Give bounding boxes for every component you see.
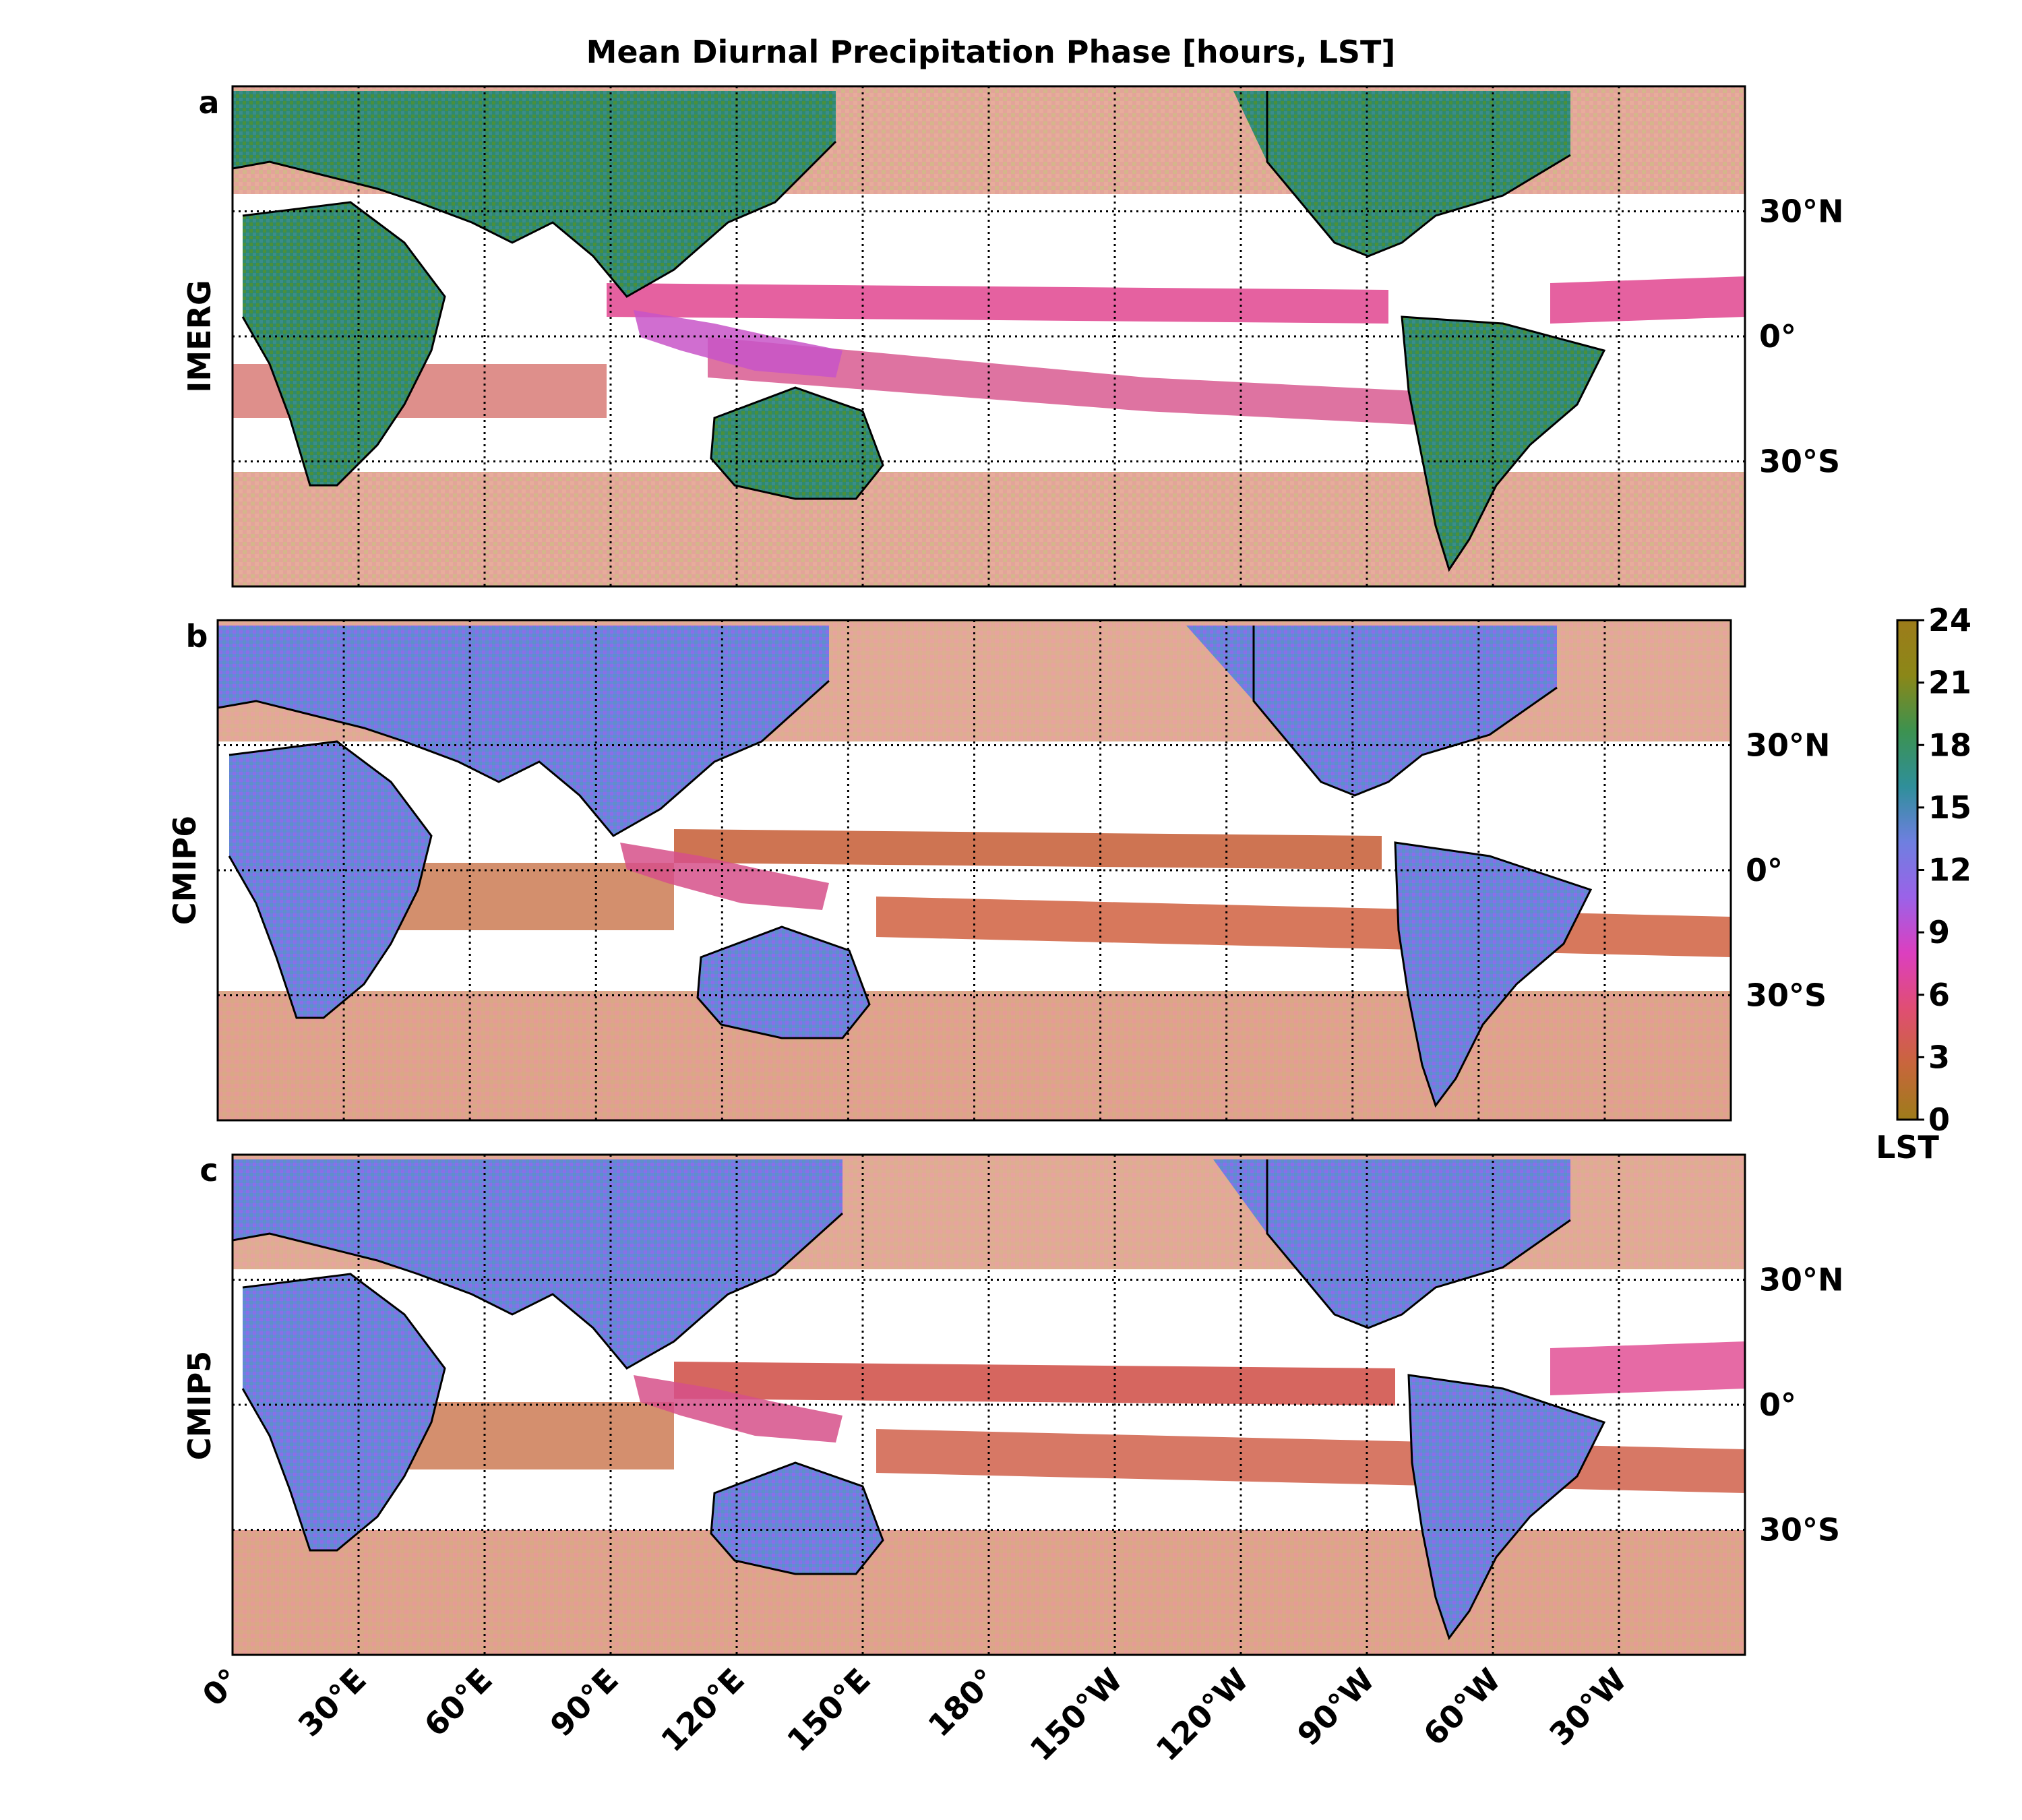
land-australia [698, 927, 869, 1038]
land-south-america [1409, 1375, 1604, 1638]
panel-b-ytick-labels: 30°N 0° 30°S [1746, 727, 1831, 1014]
y-tick-label: 30°S [1746, 977, 1827, 1014]
colorbar-label: LST [1876, 1129, 1939, 1165]
x-tick-label: 90°W [1290, 1662, 1382, 1753]
panel-c-map [233, 1155, 1745, 1655]
atlantic-band [1550, 276, 1745, 324]
x-tick-label: 60°W [1416, 1662, 1508, 1753]
indian-ocean-band [377, 863, 674, 930]
colorbar: 0 3 6 9 12 15 18 21 24 LST [1876, 602, 1971, 1165]
panel-a-gridlines [233, 86, 1745, 586]
x-tick-label: 0° [195, 1662, 247, 1713]
chart-title: Mean Diurnal Precipitation Phase [hours,… [586, 34, 1396, 70]
colorbar-tick-label: 0 [1928, 1101, 1950, 1138]
colorbar-tick-label: 6 [1928, 977, 1950, 1013]
land-australia [711, 388, 883, 499]
panel-c: c CMIP5 30°N 0° 30°S [181, 1152, 1844, 1656]
x-tick-label: 60°E [417, 1662, 499, 1744]
panel-b-letter: b [186, 618, 208, 655]
colorbar-tick-label: 21 [1928, 665, 1971, 701]
panel-c-ylabel: CMIP5 [181, 1351, 218, 1460]
panel-c-gridlines [233, 1155, 1745, 1655]
panel-b: b CMIP6 30°N 0° 30°S [166, 618, 1831, 1122]
land-north-america [1233, 91, 1570, 256]
itcz-band [674, 829, 1382, 870]
panel-b-gridlines [218, 620, 1731, 1120]
panel-a-frame [231, 85, 1746, 588]
x-tick-label: 30°W [1542, 1662, 1634, 1753]
panel-a: a IMERG 30°N 0° 30°S [181, 84, 1844, 588]
colorbar-tick-label: 18 [1928, 727, 1971, 763]
colorbar-tick-label: 12 [1928, 852, 1971, 888]
y-tick-label: 30°S [1759, 1512, 1840, 1548]
panel-a-ylabel: IMERG [181, 280, 218, 393]
panel-c-letter: c [200, 1152, 218, 1188]
land-south-america [1402, 317, 1604, 570]
x-tick-label: 120°E [654, 1662, 752, 1759]
land-south-america [1395, 843, 1591, 1105]
y-tick-label: 0° [1746, 852, 1783, 888]
colorbar-tick-label: 9 [1928, 914, 1950, 950]
atlantic-band [1550, 1341, 1745, 1395]
y-tick-label: 0° [1759, 318, 1796, 355]
land-maritime-continent [620, 843, 829, 910]
panel-a-ytick-labels: 30°N 0° 30°S [1759, 193, 1844, 480]
land-maritime-continent [634, 1375, 842, 1443]
x-tick-label: 120°W [1149, 1662, 1256, 1768]
colorbar-bar [1896, 619, 1919, 1121]
x-tick-labels: 0° 30°E 60°E 90°E 120°E 150°E 180° 150°W 120°W 90… [195, 1662, 1634, 1768]
x-tick-label: 150°E [780, 1662, 878, 1759]
spcz-band [708, 337, 1415, 425]
x-tick-label: 150°W [1023, 1662, 1130, 1768]
y-tick-label: 30°N [1746, 727, 1831, 764]
panel-a-letter: a [198, 84, 219, 121]
itcz-band [674, 1362, 1395, 1405]
panel-c-ytick-labels: 30°N 0° 30°S [1759, 1262, 1844, 1548]
land-africa [243, 202, 445, 485]
x-tick-label: 30°E [291, 1662, 373, 1744]
colorbar-ticks: 0 3 6 9 12 15 18 21 24 [1918, 602, 1971, 1138]
land-australia [711, 1463, 883, 1574]
x-tick-label: 90°E [543, 1662, 625, 1744]
y-tick-label: 30°N [1759, 193, 1844, 230]
land-africa [243, 1274, 445, 1550]
land-eurasia [233, 1159, 842, 1368]
colorbar-tick-label: 3 [1928, 1039, 1950, 1075]
land-eurasia [233, 91, 836, 297]
itcz-band [607, 283, 1388, 324]
land-eurasia [218, 626, 829, 836]
panel-b-frame [216, 619, 1732, 1122]
panel-c-frame [231, 1153, 1746, 1656]
panel-b-map [218, 620, 1731, 1120]
panel-b-ylabel: CMIP6 [166, 816, 203, 925]
land-maritime-continent [634, 310, 842, 377]
land-africa [229, 741, 431, 1018]
x-tick-label: 180° [921, 1662, 1003, 1744]
y-tick-label: 30°N [1759, 1262, 1844, 1298]
y-tick-label: 0° [1759, 1387, 1796, 1423]
y-tick-label: 30°S [1759, 444, 1840, 480]
indian-ocean-band [391, 1402, 674, 1469]
land-north-america [1213, 1159, 1570, 1328]
colorbar-tick-label: 15 [1928, 789, 1971, 826]
colorbar-tick-label: 24 [1928, 602, 1971, 638]
panel-a-map [233, 86, 1745, 586]
land-north-america [1186, 626, 1557, 795]
